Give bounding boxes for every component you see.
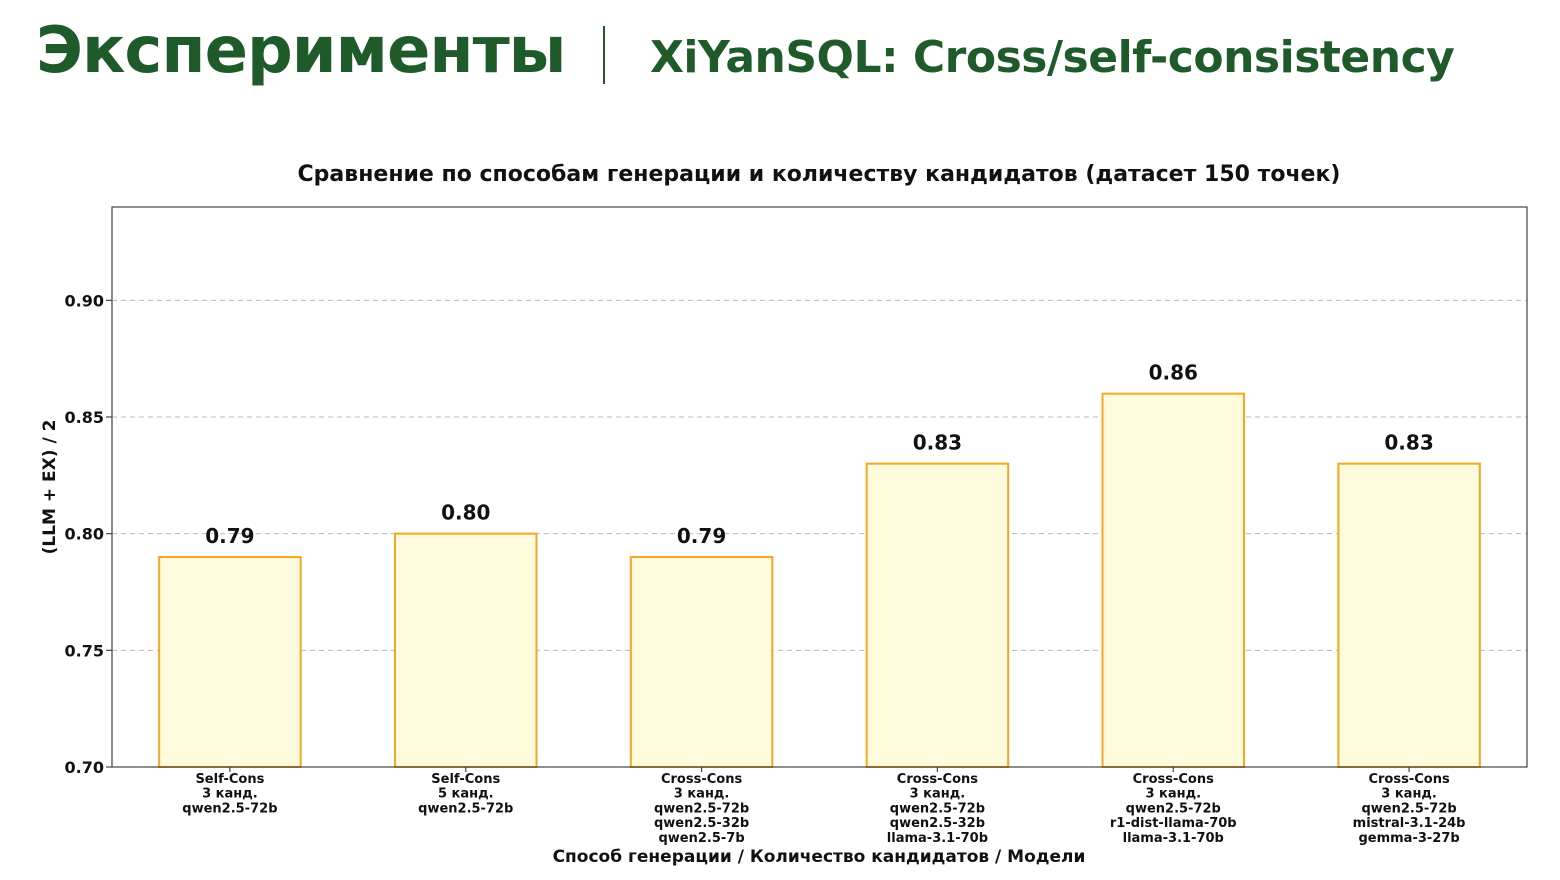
x-tick-label: 3 канд. (910, 787, 966, 802)
x-tick-label: qwen2.5-32b (654, 816, 749, 831)
bar-value-label: 0.79 (205, 524, 254, 548)
x-tick-label: Self-Cons (195, 772, 264, 787)
y-tick-label: 0.80 (65, 525, 104, 544)
x-tick-label: Cross-Cons (897, 772, 978, 787)
bar (1337, 462, 1481, 768)
x-tick-label: qwen2.5-72b (182, 801, 277, 816)
x-tick-label: gemma-3-27b (1358, 831, 1459, 846)
x-tick-label: Cross-Cons (1368, 772, 1449, 787)
bar-value-label: 0.79 (677, 524, 726, 548)
bar (865, 462, 1010, 768)
x-tick-label: qwen2.5-72b (1361, 801, 1456, 816)
x-tick-label: llama-3.1-70b (1123, 831, 1224, 846)
chart-title: Сравнение по способам генерации и количе… (298, 162, 1341, 187)
x-tick-label: Cross-Cons (661, 772, 742, 787)
x-tick-label: Self-Cons (431, 772, 500, 787)
bar-value-label: 0.83 (913, 431, 962, 455)
y-tick-label: 0.85 (65, 408, 104, 427)
x-tick-label: qwen2.5-72b (1126, 801, 1221, 816)
bar (629, 556, 774, 768)
x-tick-label: qwen2.5-72b (654, 801, 749, 816)
x-tick-label: qwen2.5-32b (890, 816, 985, 831)
x-tick-label: qwen2.5-72b (418, 801, 513, 816)
bar (1101, 392, 1245, 768)
grid-layer (112, 299, 1527, 651)
x-tick-label: 3 канд. (202, 787, 258, 802)
x-tick-label: 3 канд. (1381, 787, 1437, 802)
bars-layer: 0.79 0.80 0.79 0.83 0.86 0.83 (158, 361, 1481, 769)
slide-title: XiYanSQL: Cross/self-consistency (650, 32, 1455, 83)
x-tick-label: llama-3.1-70b (887, 831, 988, 846)
x-tick-label: 5 канд. (438, 787, 494, 802)
x-tick-label: mistral-3.1-24b (1353, 816, 1466, 831)
x-tick-label: r1-dist-llama-70b (1110, 816, 1237, 831)
plot-frame (111, 206, 1528, 768)
x-tick-label: qwen2.5-72b (890, 801, 985, 816)
bar (394, 532, 538, 769)
x-axis-label: Способ генерации / Количество кандидатов… (553, 847, 1086, 867)
y-tick-label: 0.70 (65, 758, 104, 777)
bar-value-label: 0.86 (1149, 361, 1198, 385)
x-tick-label: 3 канд. (674, 787, 730, 802)
section-title: Эксперименты (36, 14, 567, 88)
ticks-layer: 0.70 0.75 0.80 0.85 0.90 (65, 291, 1410, 777)
bar-value-label: 0.83 (1384, 431, 1433, 455)
x-tick-label: Cross-Cons (1133, 772, 1214, 787)
bar (158, 556, 302, 768)
header-divider (603, 26, 605, 84)
x-tick-label: qwen2.5-7b (658, 831, 744, 846)
bar-value-label: 0.80 (441, 501, 490, 525)
y-axis-label: (LLM + EX) / 2 (40, 420, 60, 555)
y-tick-label: 0.75 (65, 641, 104, 660)
y-tick-label: 0.90 (65, 291, 104, 310)
x-tick-label: 3 канд. (1145, 787, 1201, 802)
